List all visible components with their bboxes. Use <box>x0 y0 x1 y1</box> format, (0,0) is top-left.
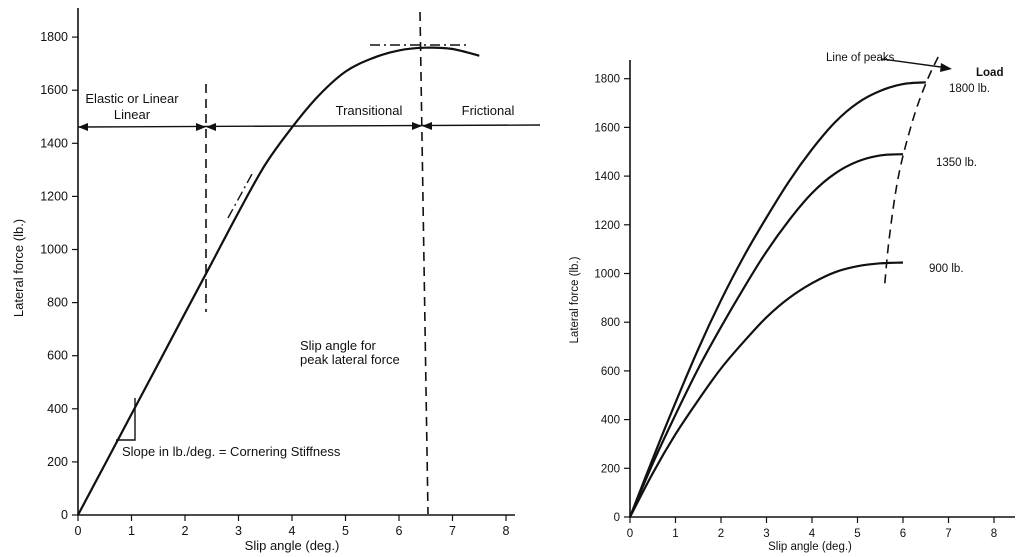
left-plot-axes <box>77 8 515 516</box>
series-line-1350 <box>628 153 904 518</box>
legend-title: Load <box>976 67 1003 79</box>
right-plot-axes <box>629 60 1015 518</box>
y-tick-label: 1400 <box>40 136 68 150</box>
y-tick-label: 0 <box>61 508 68 522</box>
y-tick-label: 1000 <box>40 243 68 257</box>
right-y-axis-label: Lateral force (lb.) <box>569 256 581 343</box>
right-y-ticks: 0 200 400 600 800 1000 1200 1400 1600 1800 <box>594 74 630 524</box>
peak-slip-dashed-line <box>419 11 429 515</box>
y-tick-label: 600 <box>47 349 68 363</box>
y-tick-label: 600 <box>601 366 620 378</box>
y-tick-label: 1800 <box>40 30 68 44</box>
x-tick-label: 4 <box>809 528 816 540</box>
slope-triangle <box>116 398 136 441</box>
x-tick-label: 0 <box>75 524 82 538</box>
y-tick-label: 0 <box>614 512 620 524</box>
series-label-900: 900 lb. <box>929 263 964 275</box>
line-of-peaks-arrowhead <box>940 63 952 72</box>
peak-note-line1: Slip angle for <box>300 338 377 353</box>
y-tick-label: 400 <box>47 402 68 416</box>
left-region-arrow-head-mid1-l <box>196 123 206 131</box>
y-tick-label: 800 <box>47 296 68 310</box>
series-line-900 <box>629 261 904 518</box>
x-tick-label: 3 <box>763 528 769 540</box>
slope-note: Slope in lb./deg. = Cornering Stiffness <box>122 444 341 459</box>
right-x-axis-label: Slip angle (deg.) <box>768 541 852 553</box>
x-tick-label: 1 <box>128 524 135 538</box>
left-chart: 0 1 2 3 4 5 6 7 8 0 200 400 600 800 1000 1200 1400 1600 1… <box>11 8 541 553</box>
line-of-peaks <box>884 54 941 284</box>
left-y-axis-label: Lateral force (lb.) <box>11 219 26 317</box>
y-tick-label: 1600 <box>594 122 620 134</box>
y-tick-label: 1000 <box>594 269 620 281</box>
y-tick-label: 1600 <box>40 83 68 97</box>
left-region-arrow-line <box>77 124 541 128</box>
series-line-1800 <box>628 81 926 518</box>
x-tick-label: 7 <box>449 524 456 538</box>
x-tick-label: 2 <box>182 524 189 538</box>
y-tick-label: 1400 <box>594 171 620 183</box>
y-tick-label: 1200 <box>40 189 68 203</box>
x-tick-label: 6 <box>396 524 403 538</box>
region-label-frictional: Frictional <box>462 103 515 118</box>
y-tick-label: 200 <box>47 455 68 469</box>
left-region-arrow-head-left <box>78 123 88 131</box>
series-label-1350: 1350 lb. <box>936 157 977 169</box>
left-x-ticks: 0 1 2 3 4 5 6 7 8 <box>75 515 510 538</box>
x-tick-label: 5 <box>342 524 349 538</box>
x-tick-label: 3 <box>235 524 242 538</box>
y-tick-label: 800 <box>601 317 620 329</box>
right-series-lines <box>628 81 926 518</box>
x-tick-label: 2 <box>718 528 724 540</box>
left-x-axis-label: Slip angle (deg.) <box>245 538 340 553</box>
series-label-1800: 1800 lb. <box>949 83 990 95</box>
right-x-ticks: 0 1 2 3 4 5 6 7 8 <box>627 517 997 540</box>
x-tick-label: 7 <box>945 528 951 540</box>
left-series-line <box>77 46 480 516</box>
line-of-peaks-label: Line of peaks <box>826 52 895 64</box>
left-region-arrow-head-mid2-r <box>422 122 432 130</box>
right-chart: 0 1 2 3 4 5 6 7 8 0 200 400 600 800 1000 1200 1400 1600 1… <box>569 52 1015 553</box>
y-tick-label: 1800 <box>594 74 620 86</box>
left-y-ticks: 0 200 400 600 800 1000 1200 1400 1600 1800 <box>40 30 78 522</box>
y-tick-label: 1200 <box>594 220 620 232</box>
x-tick-label: 4 <box>289 524 296 538</box>
left-region-arrow-head-mid1-r <box>206 123 216 131</box>
x-tick-label: 1 <box>672 528 678 540</box>
region-label-elastic: Elastic or Linear <box>85 91 179 106</box>
x-tick-label: 5 <box>854 528 860 540</box>
linear-tangent-line <box>227 173 253 219</box>
left-region-arrow-head-mid2-l <box>412 122 422 130</box>
x-tick-label: 6 <box>900 528 906 540</box>
peak-note-line2: peak lateral force <box>300 352 400 367</box>
y-tick-label: 400 <box>601 415 620 427</box>
y-tick-label: 200 <box>601 463 620 475</box>
region-label-linear: Linear <box>114 107 151 122</box>
x-tick-label: 0 <box>627 528 633 540</box>
x-tick-label: 8 <box>991 528 997 540</box>
line-of-peaks-arrow <box>881 58 949 69</box>
region-label-transitional: Transitional <box>336 103 403 118</box>
x-tick-label: 8 <box>503 524 510 538</box>
